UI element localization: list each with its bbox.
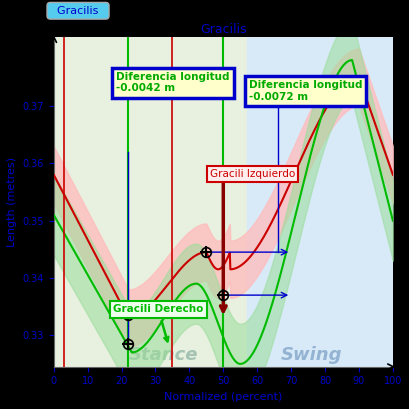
Text: Diferencia longitud
-0.0042 m: Diferencia longitud -0.0042 m xyxy=(117,72,230,93)
Text: Gracili Izquierdo: Gracili Izquierdo xyxy=(210,169,295,179)
Bar xyxy=(54,37,247,367)
Text: Gracilis: Gracilis xyxy=(50,6,106,16)
Text: Diferencia longitud
-0.0072 m: Diferencia longitud -0.0072 m xyxy=(249,80,362,101)
Text: Stance: Stance xyxy=(128,346,198,364)
Title: Gracilis: Gracilis xyxy=(200,23,247,36)
X-axis label: Normalized (percent): Normalized (percent) xyxy=(164,392,283,402)
Text: Gracili Derecho: Gracili Derecho xyxy=(113,304,203,342)
Text: Swing: Swing xyxy=(281,346,342,364)
Bar xyxy=(247,37,393,367)
Y-axis label: Length (metres): Length (metres) xyxy=(7,157,17,247)
